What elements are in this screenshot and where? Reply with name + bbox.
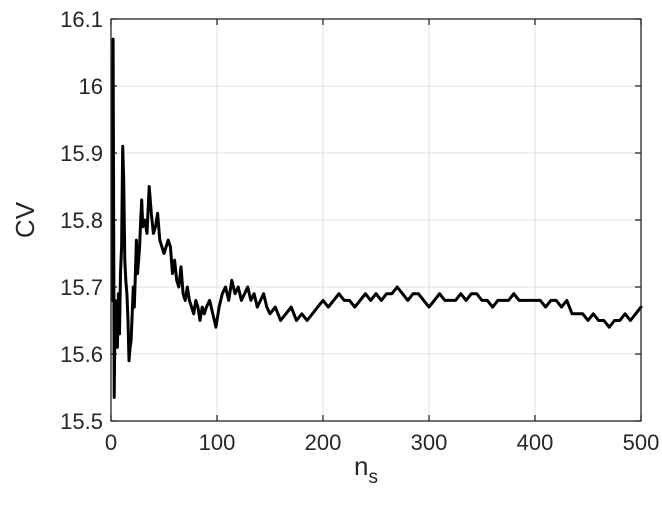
y-tick-label: 15.9 bbox=[60, 141, 103, 166]
x-tick-label: 300 bbox=[411, 430, 448, 455]
x-axis-label: ns bbox=[354, 451, 378, 488]
y-tick-label: 16.1 bbox=[60, 7, 103, 32]
y-axis-label: CV bbox=[10, 201, 40, 238]
y-tick-label: 15.6 bbox=[60, 342, 103, 367]
x-tick-label: 400 bbox=[517, 430, 554, 455]
x-tick-label: 0 bbox=[105, 430, 117, 455]
x-tick-label: 500 bbox=[623, 430, 660, 455]
y-tick-label: 15.5 bbox=[60, 409, 103, 434]
y-tick-label: 15.8 bbox=[60, 208, 103, 233]
x-tick-label: 100 bbox=[199, 430, 236, 455]
plot-area-frame bbox=[110, 18, 642, 422]
grid-lines bbox=[110, 18, 642, 422]
y-tick-label: 15.7 bbox=[60, 275, 103, 300]
y-tick-label: 16 bbox=[79, 74, 103, 99]
y-tick-labels: 15.5 15.6 15.7 15.8 15.9 16 16.1 bbox=[60, 7, 103, 434]
x-axis-label-main: n bbox=[354, 451, 368, 481]
data-series-line bbox=[110, 37, 643, 399]
x-tick-labels: 0 100 200 300 400 500 bbox=[105, 430, 659, 455]
x-axis-label-subscript: s bbox=[368, 467, 378, 488]
x-tick-label: 200 bbox=[305, 430, 342, 455]
